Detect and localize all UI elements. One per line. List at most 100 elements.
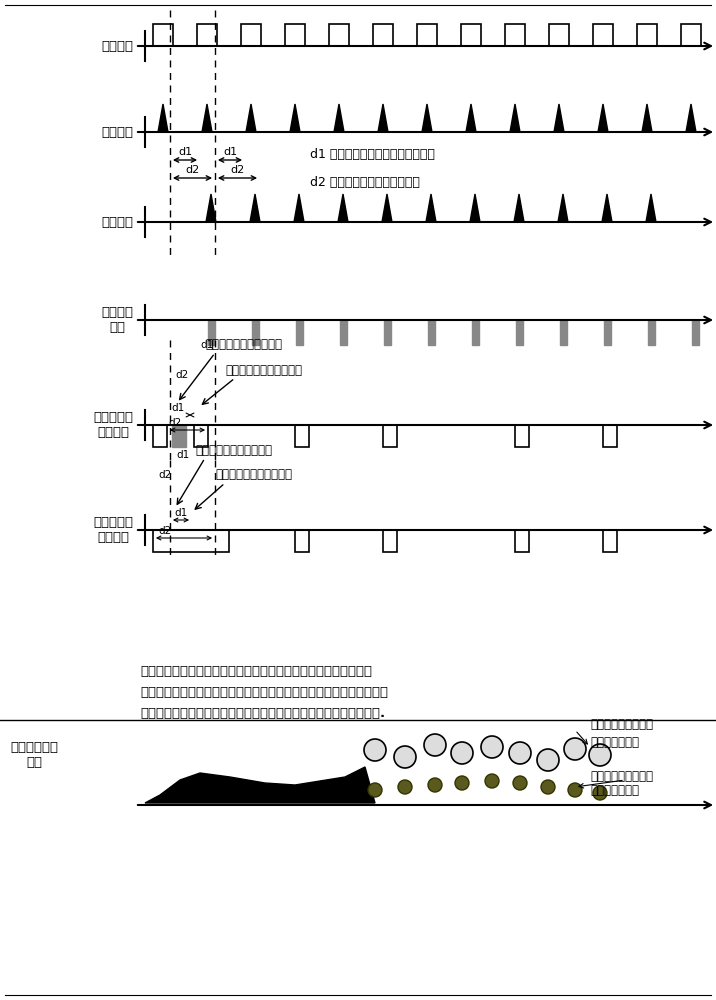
Bar — [461, 24, 481, 46]
Polygon shape — [145, 767, 375, 803]
Bar — [153, 24, 173, 46]
Bar — [516, 320, 523, 345]
Bar — [515, 530, 529, 552]
Text: 激光触发: 激光触发 — [101, 39, 133, 52]
Text: d1: d1 — [200, 340, 213, 350]
Circle shape — [368, 783, 382, 797]
Circle shape — [564, 738, 586, 760]
Bar — [153, 530, 229, 552]
Polygon shape — [382, 194, 392, 222]
Polygon shape — [466, 104, 476, 132]
Polygon shape — [334, 104, 344, 132]
Text: d1: d1 — [172, 403, 185, 413]
Circle shape — [364, 739, 386, 761]
Bar — [252, 320, 259, 345]
Bar — [197, 24, 217, 46]
Bar — [560, 320, 567, 345]
Polygon shape — [206, 194, 216, 222]
Polygon shape — [598, 104, 608, 132]
Bar — [692, 320, 699, 345]
Text: 获得真实距离
数据: 获得真实距离 数据 — [10, 741, 58, 769]
Circle shape — [589, 744, 611, 766]
Polygon shape — [158, 104, 168, 132]
Polygon shape — [250, 194, 260, 222]
Bar — [681, 24, 701, 46]
Circle shape — [455, 776, 469, 790]
Text: 模糊距离（第一层回波）: 模糊距离（第一层回波） — [195, 444, 272, 456]
Text: （第一层回波）: （第一层回波） — [590, 736, 639, 750]
Polygon shape — [338, 194, 348, 222]
Polygon shape — [422, 104, 432, 132]
Circle shape — [485, 774, 499, 788]
Bar — [373, 24, 393, 46]
Bar — [549, 24, 569, 46]
Bar — [384, 320, 391, 345]
Text: d2: d2 — [158, 526, 171, 536]
Text: d2: d2 — [231, 165, 245, 175]
Text: 模糊距离（第一层回波）: 模糊距离（第一层回波） — [205, 338, 282, 352]
Bar — [295, 530, 309, 552]
Polygon shape — [426, 194, 436, 222]
Circle shape — [394, 746, 416, 768]
Polygon shape — [558, 194, 568, 222]
Bar — [383, 530, 397, 552]
Bar — [153, 425, 167, 447]
Text: 模糊距离测量点云层: 模糊距离测量点云层 — [590, 718, 653, 732]
Polygon shape — [378, 104, 388, 132]
Text: d2: d2 — [185, 165, 200, 175]
Circle shape — [568, 783, 582, 797]
Text: 激光回波: 激光回波 — [101, 216, 133, 229]
Polygon shape — [246, 104, 256, 132]
Bar — [194, 425, 208, 447]
Bar — [329, 24, 349, 46]
Bar — [172, 425, 186, 447]
Text: 真实被测地表: 真实被测地表 — [215, 780, 257, 794]
Text: 真实距离测量点云层: 真实距离测量点云层 — [590, 770, 653, 784]
Text: d1 为模糊距离，直接获得的测量距: d1 为模糊距离，直接获得的测量距 — [310, 148, 435, 161]
Bar — [603, 425, 617, 447]
Text: d2: d2 — [175, 370, 188, 380]
Circle shape — [541, 780, 555, 794]
Bar — [340, 320, 347, 345]
Text: d1: d1 — [178, 147, 192, 157]
Circle shape — [451, 742, 473, 764]
Bar — [417, 24, 437, 46]
Bar — [593, 24, 613, 46]
Text: 激光脉冲: 激光脉冲 — [101, 125, 133, 138]
Bar — [296, 320, 303, 345]
Text: 分频后二通
道的测量: 分频后二通 道的测量 — [93, 516, 133, 544]
Bar — [285, 24, 305, 46]
Text: d2: d2 — [158, 470, 171, 480]
Polygon shape — [642, 104, 652, 132]
Text: 分频后一通
道的测量: 分频后一通 道的测量 — [93, 411, 133, 439]
Polygon shape — [602, 194, 612, 222]
Circle shape — [513, 776, 527, 790]
Circle shape — [593, 786, 607, 800]
Text: 真实距离（第二层回波）: 真实距离（第二层回波） — [225, 363, 302, 376]
Text: d1: d1 — [175, 508, 188, 518]
Polygon shape — [510, 104, 520, 132]
Polygon shape — [554, 104, 564, 132]
Text: （第二层回波）: （第二层回波） — [590, 784, 639, 796]
Bar — [295, 425, 309, 447]
Bar — [383, 425, 397, 447]
Circle shape — [424, 734, 446, 756]
Bar — [208, 320, 215, 345]
Bar — [648, 320, 655, 345]
Polygon shape — [646, 194, 656, 222]
Polygon shape — [202, 104, 212, 132]
Bar — [603, 530, 617, 552]
Text: d2 为真实距离，无法直接获取: d2 为真实距离，无法直接获取 — [310, 176, 420, 190]
Bar — [604, 320, 611, 345]
Circle shape — [481, 736, 503, 758]
Text: 回波整形
信号: 回波整形 信号 — [101, 306, 133, 334]
Bar — [637, 24, 657, 46]
Polygon shape — [514, 194, 524, 222]
Circle shape — [537, 749, 559, 771]
Polygon shape — [686, 104, 696, 132]
Bar — [241, 24, 261, 46]
Bar — [428, 320, 435, 345]
Text: d1: d1 — [177, 450, 190, 460]
Text: 真实距离（第二层回波）: 真实距离（第二层回波） — [215, 468, 292, 482]
Circle shape — [428, 778, 442, 792]
